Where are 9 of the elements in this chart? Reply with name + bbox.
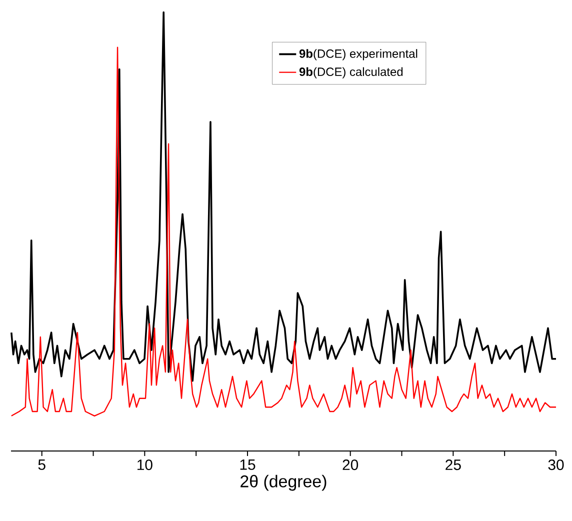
x-axis-title: 2θ (degree) [240,474,326,491]
legend-label: 9b(DCE) calculated [299,67,403,78]
x-tick-label: 30 [548,459,564,470]
x-tick-label: 15 [240,460,256,470]
x-tick-label: 10 [138,459,152,470]
x-tick-label: 25 [446,459,461,470]
x-tick-label: 5 [38,460,46,470]
legend-label: 9b(DCE) experimental [299,49,418,60]
x-tick-label: 20 [342,459,358,470]
